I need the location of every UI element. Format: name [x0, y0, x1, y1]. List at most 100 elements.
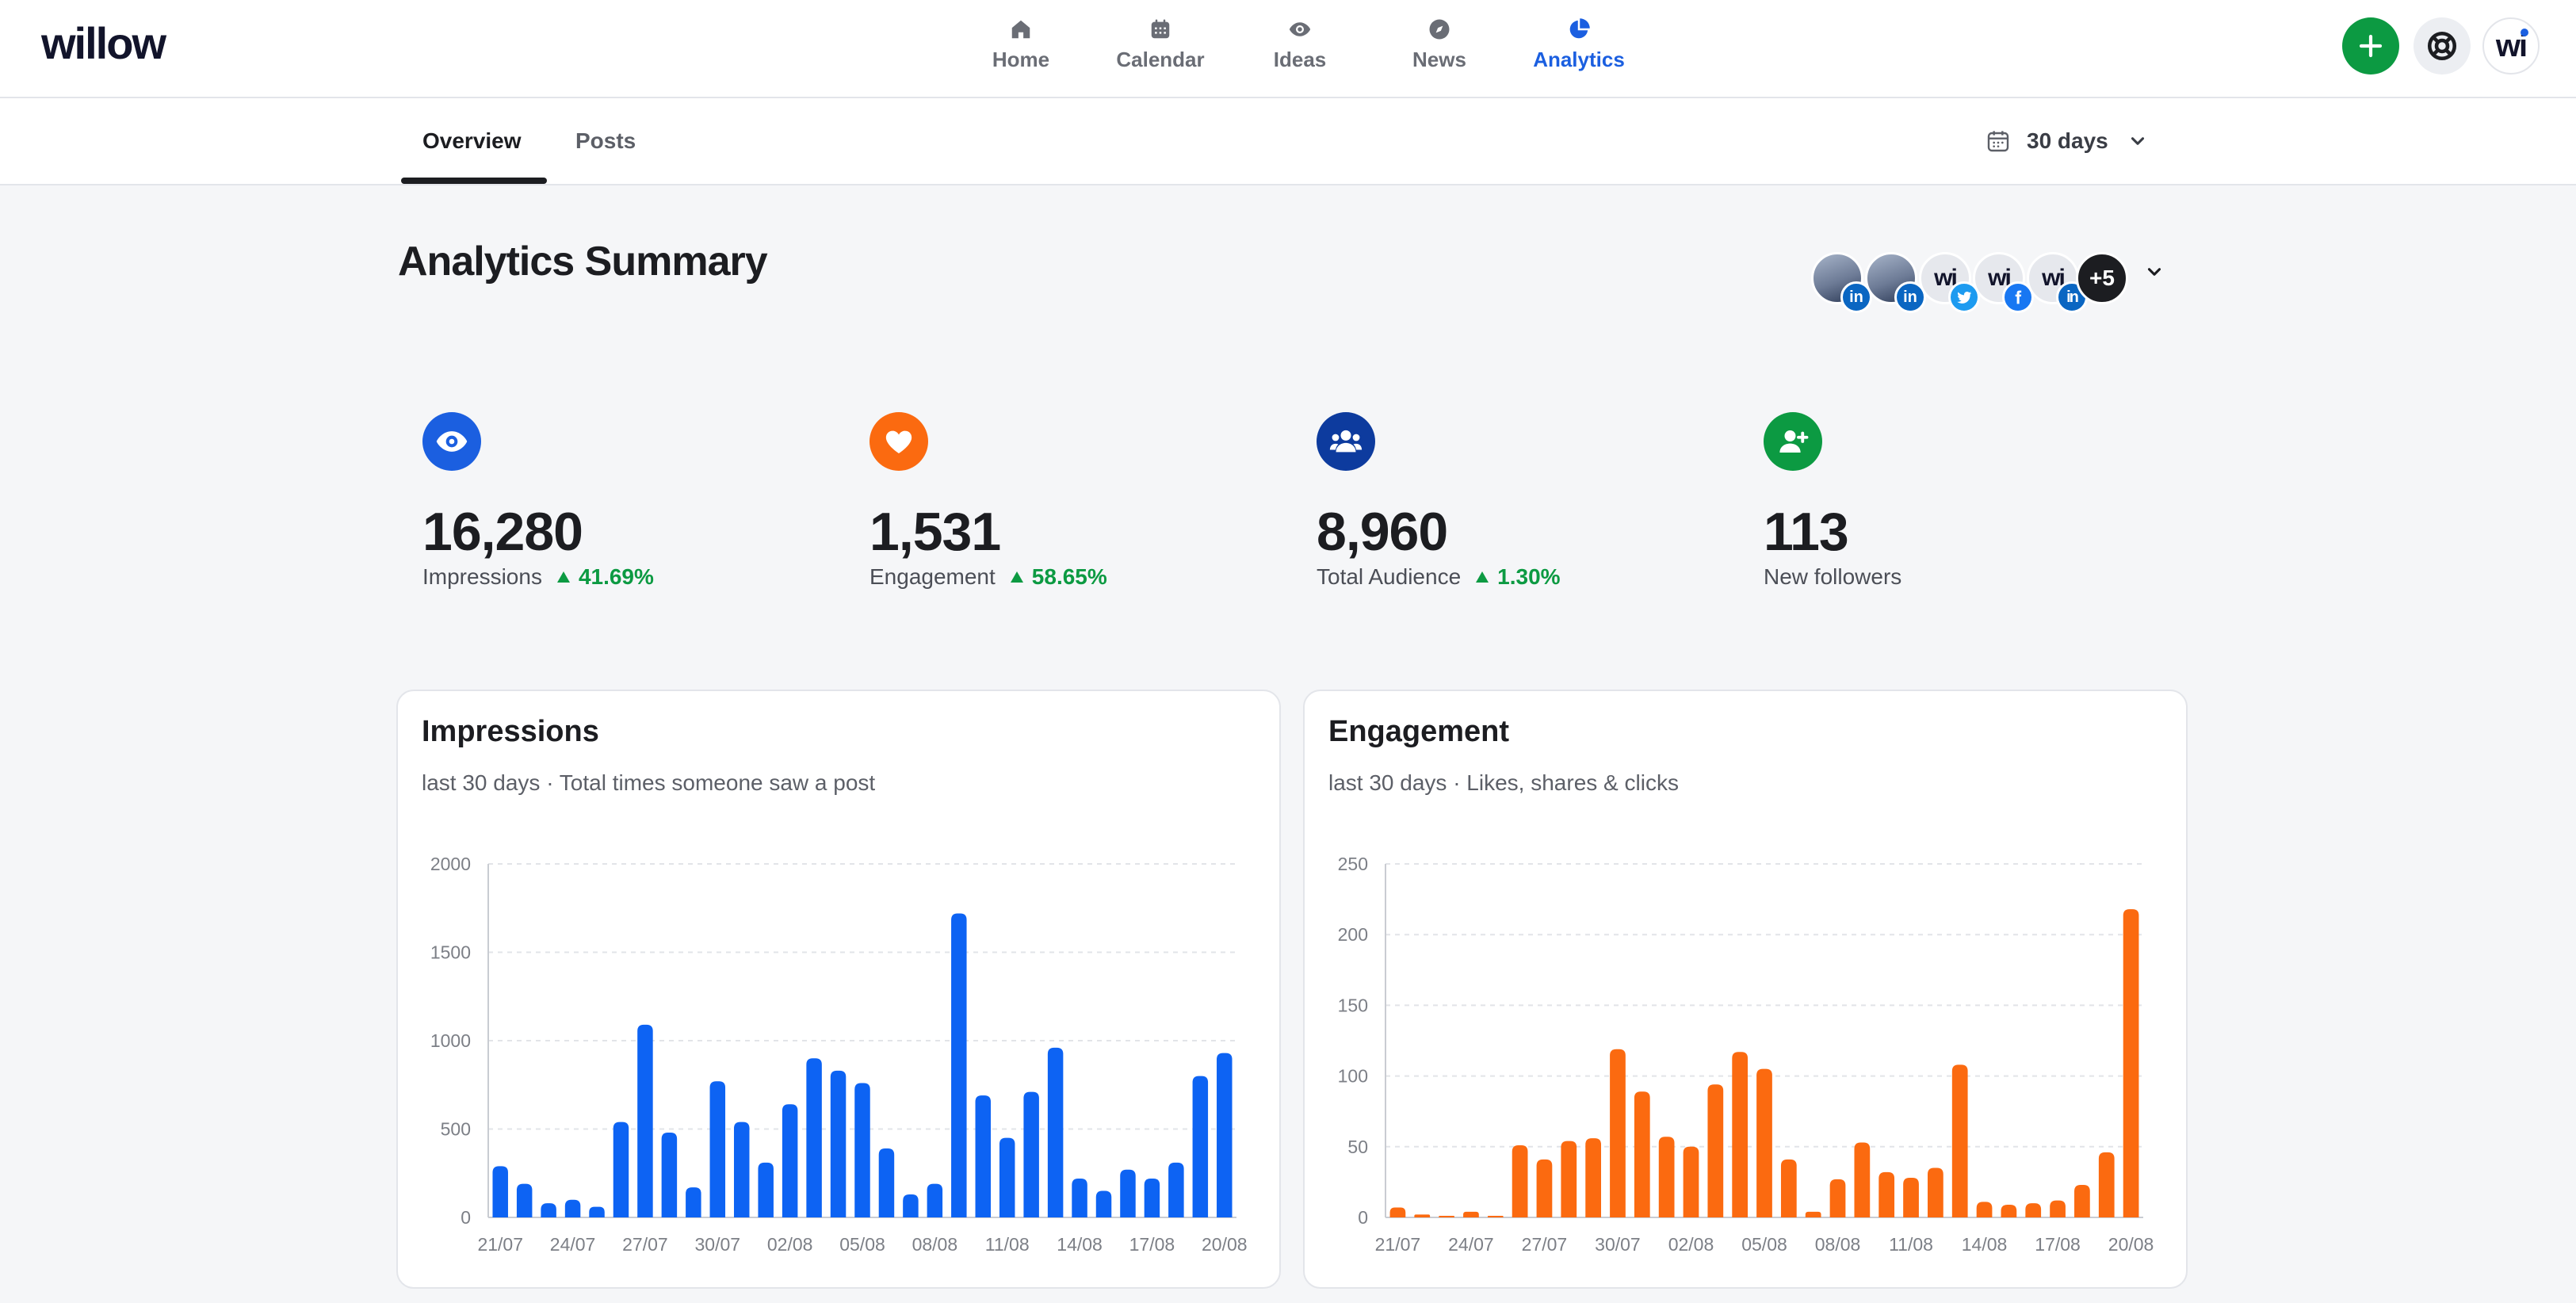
lifebuoy-icon	[2427, 31, 2457, 61]
nav-calendar[interactable]: Calendar	[1091, 14, 1230, 81]
bar-03/08[interactable]	[806, 1058, 822, 1217]
bar-25/07[interactable]	[589, 1206, 605, 1217]
bar-30/07[interactable]	[709, 1081, 726, 1217]
bar-07/08[interactable]	[903, 1194, 919, 1217]
bar-26/07[interactable]	[1512, 1145, 1528, 1217]
bar-16/08[interactable]	[1120, 1169, 1136, 1217]
bar-11/08[interactable]	[1903, 1178, 1919, 1217]
nav-analytics[interactable]: Analytics	[1509, 14, 1649, 81]
bar-17/08[interactable]	[2050, 1200, 2066, 1217]
bar-29/07[interactable]	[686, 1187, 701, 1217]
bar-22/07[interactable]	[516, 1183, 533, 1217]
more-accounts-badge[interactable]: +5	[2076, 252, 2128, 304]
bar-23/07[interactable]	[1439, 1216, 1454, 1217]
bar-21/07[interactable]	[492, 1166, 508, 1217]
x-tick-label: 24/07	[550, 1234, 596, 1255]
bar-13/08[interactable]	[1951, 1064, 1968, 1217]
nav-news[interactable]: News	[1370, 14, 1509, 81]
bar-06/08[interactable]	[878, 1148, 895, 1217]
bar-12/08[interactable]	[1928, 1167, 1943, 1217]
bar-24/07[interactable]	[564, 1199, 581, 1217]
bar-14/08[interactable]	[1976, 1202, 1993, 1217]
create-post-button[interactable]	[2342, 17, 2399, 75]
account-avatar[interactable]: wi	[1919, 252, 1980, 313]
bar-09/08[interactable]	[1854, 1142, 1871, 1217]
bar-24/07[interactable]	[1463, 1211, 1479, 1217]
calendar-icon	[1987, 131, 2009, 152]
bar-27/07[interactable]	[1536, 1159, 1553, 1217]
facebook-icon	[2002, 281, 2034, 313]
account-avatar[interactable]: in	[1865, 252, 1926, 313]
account-avatar[interactable]: wi	[1973, 252, 2034, 313]
bar-03/08[interactable]	[1707, 1084, 1724, 1217]
bar-17/08[interactable]	[1144, 1178, 1160, 1217]
nav-calendar-label: Calendar	[1116, 48, 1205, 71]
stat-label-row: Impressions 41.69%	[422, 564, 654, 590]
bar-02/08[interactable]	[782, 1104, 798, 1217]
bar-15/08[interactable]	[1095, 1190, 1112, 1217]
tab-overview[interactable]: Overview	[422, 128, 522, 153]
y-tick-label: 250	[1338, 854, 1368, 874]
bar-04/08[interactable]	[1732, 1052, 1749, 1217]
bar-18/08[interactable]	[1168, 1162, 1184, 1217]
bar-20/08[interactable]	[1217, 1053, 1233, 1217]
chevron-down-icon[interactable]	[2144, 262, 2165, 282]
bar-19/08[interactable]	[1192, 1076, 1209, 1217]
stat-label: Engagement	[869, 564, 996, 589]
triangle-up-icon	[556, 571, 570, 583]
bar-05/08[interactable]	[1756, 1068, 1772, 1217]
bar-08/08[interactable]	[927, 1183, 943, 1217]
bar-16/08[interactable]	[2025, 1203, 2042, 1217]
account-avatar[interactable]: in	[1811, 252, 1872, 313]
bar-01/08[interactable]	[758, 1162, 774, 1217]
bar-29/07[interactable]	[1585, 1138, 1601, 1217]
account-selector[interactable]: in in wi wi wi in +5	[1811, 252, 2161, 313]
nav-home[interactable]: Home	[951, 14, 1091, 81]
triangle-up-icon	[1010, 571, 1023, 583]
bar-04/08[interactable]	[830, 1070, 847, 1217]
bar-31/07[interactable]	[1634, 1091, 1650, 1217]
bar-06/08[interactable]	[1780, 1159, 1797, 1217]
bar-07/08[interactable]	[1805, 1211, 1821, 1217]
bar-26/07[interactable]	[613, 1121, 629, 1217]
y-tick-label: 2000	[430, 854, 471, 874]
bar-28/07[interactable]	[1561, 1141, 1577, 1217]
nav-ideas[interactable]: Ideas	[1230, 14, 1370, 81]
bar-30/07[interactable]	[1610, 1049, 1626, 1217]
bar-28/07[interactable]	[661, 1132, 678, 1217]
bar-22/07[interactable]	[1414, 1214, 1431, 1217]
bar-25/07[interactable]	[1487, 1216, 1504, 1217]
help-button[interactable]	[2414, 17, 2471, 75]
bar-11/08[interactable]	[999, 1137, 1015, 1217]
account-avatar[interactable]: wi in	[2027, 252, 2088, 313]
bar-18/08[interactable]	[2074, 1184, 2090, 1217]
willow-logo[interactable]: willow	[41, 18, 166, 68]
bar-01/08[interactable]	[1658, 1137, 1675, 1217]
bar-21/07[interactable]	[1389, 1207, 1406, 1217]
bar-10/08[interactable]	[1878, 1171, 1895, 1217]
bar-05/08[interactable]	[854, 1083, 870, 1217]
bar-14/08[interactable]	[1072, 1178, 1087, 1217]
date-range-selector[interactable]: 30 days	[1986, 124, 2148, 159]
bar-27/07[interactable]	[637, 1024, 653, 1217]
bar-02/08[interactable]	[1683, 1146, 1699, 1217]
bar-10/08[interactable]	[975, 1095, 992, 1217]
bar-19/08[interactable]	[2098, 1152, 2115, 1217]
bar-12/08[interactable]	[1023, 1091, 1039, 1217]
nav-ideas-label: Ideas	[1273, 48, 1327, 71]
account-avatar-button[interactable]: wi	[2482, 17, 2540, 75]
bar-13/08[interactable]	[1047, 1047, 1064, 1217]
chart-subtitle: last 30 days · Likes, shares & clicks	[1328, 770, 1679, 795]
bar-31/07[interactable]	[733, 1121, 750, 1217]
bar-15/08[interactable]	[2001, 1204, 2017, 1217]
y-tick-label: 500	[441, 1119, 471, 1140]
tab-posts[interactable]: Posts	[575, 128, 636, 153]
stat-label: Impressions	[422, 564, 542, 589]
bar-23/07[interactable]	[541, 1203, 556, 1217]
x-tick-label: 27/07	[1522, 1234, 1568, 1255]
compass-icon	[1429, 19, 1450, 40]
bar-08/08[interactable]	[1829, 1179, 1846, 1217]
stat-delta: 58.65%	[1010, 564, 1107, 590]
bar-09/08[interactable]	[951, 913, 967, 1217]
bar-20/08[interactable]	[2123, 909, 2139, 1217]
